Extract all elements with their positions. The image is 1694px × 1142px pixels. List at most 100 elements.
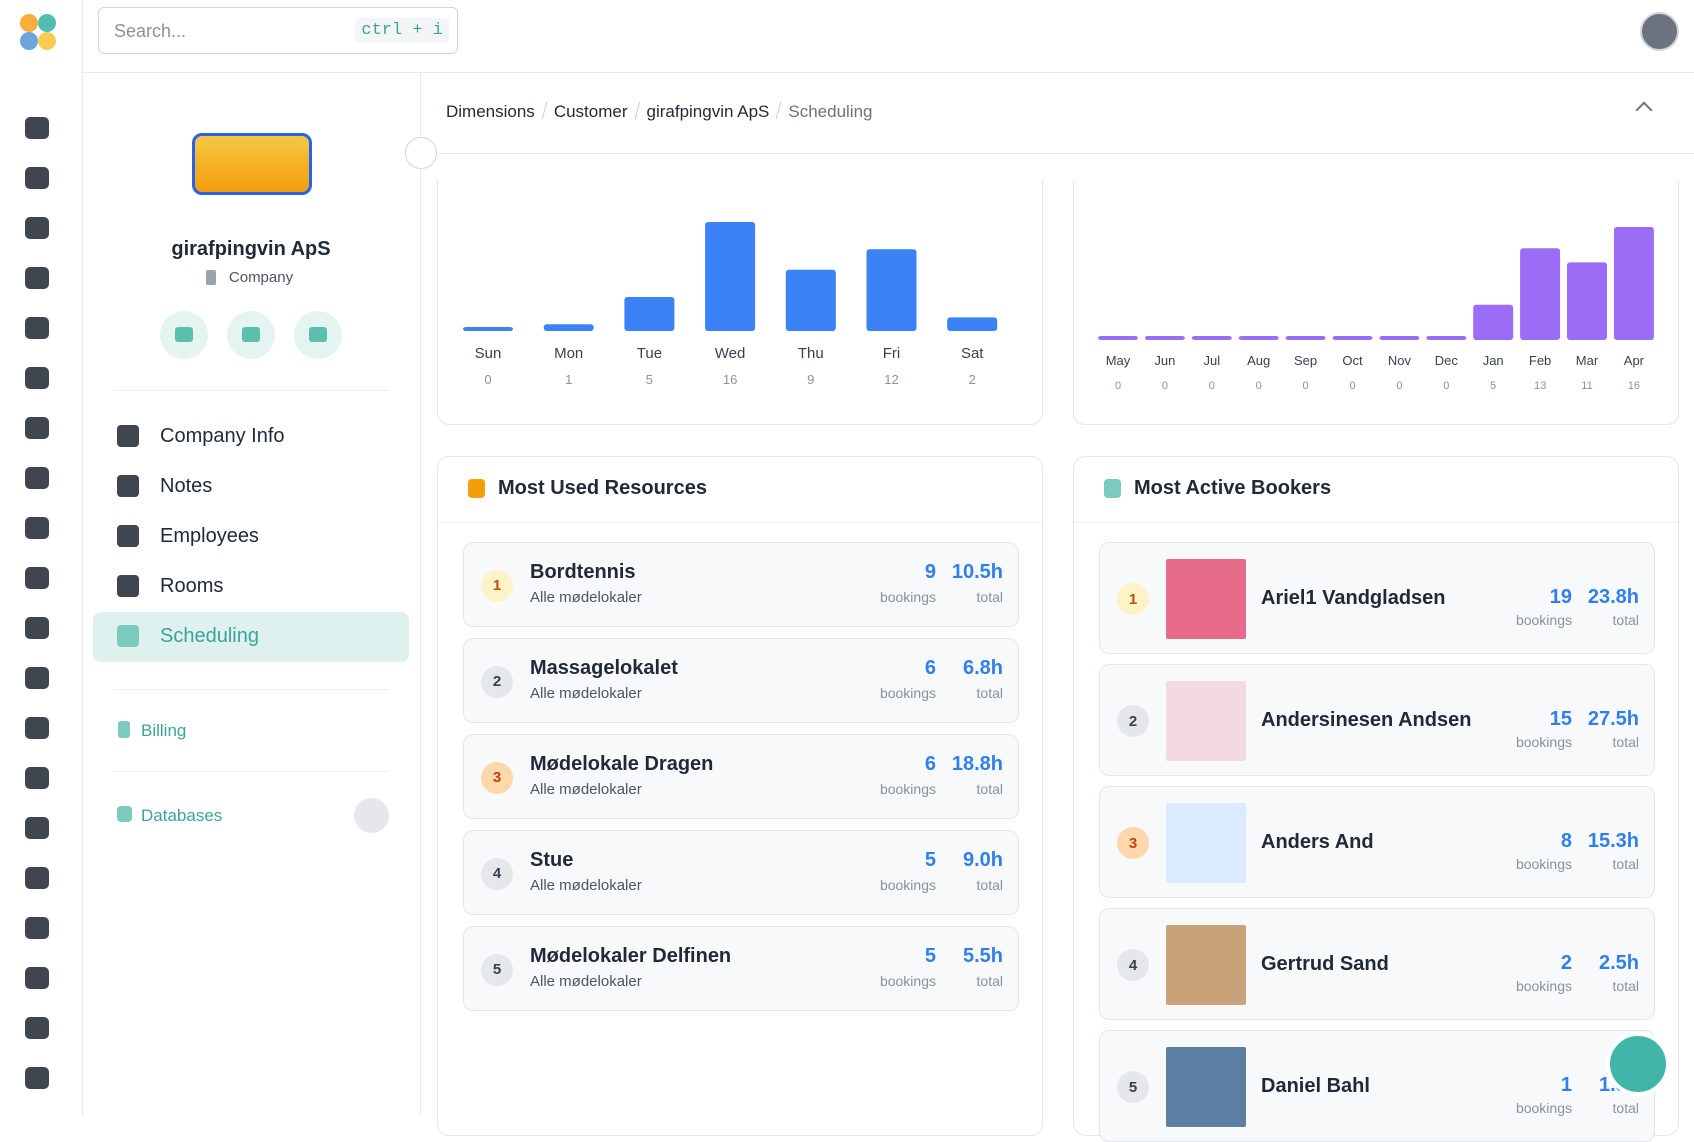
nav-icon[interactable] [25,567,49,589]
x-label: Thu [798,345,824,362]
search-box[interactable]: Search... ctrl + i [98,7,458,54]
booker-name: Gertrud Sand [1261,953,1389,975]
bookings-count: 15 [1549,708,1572,730]
nav-icon[interactable] [25,267,49,289]
value-label: 0 [1396,380,1402,392]
value-label: 5 [1490,380,1496,392]
bar [1473,304,1514,340]
contact-button[interactable] [227,311,275,359]
total-hours: 18.8h [951,753,1003,775]
nav-icon[interactable] [25,117,49,139]
total-label: total [976,781,1003,797]
list-item[interactable]: 1 Ariel1 Vandgladsen 19 23.8h bookings total [1099,542,1655,654]
menu-icon [117,625,139,647]
list-card: Most Used Resources 1 Bordtennis Alle mødel… [437,456,1043,1136]
chat-button[interactable] [1606,1032,1670,1096]
company-name: girafpingvin ApS [171,238,331,260]
collapse-arrow[interactable] [1635,101,1653,119]
databases-link[interactable]: Databases [141,806,223,825]
total-hours: 5.5h [962,945,1003,967]
nav-icon[interactable] [25,367,49,389]
resource-location: Alle mødelokaler [530,589,642,606]
chart: May 0 Jun 0 Jul 0 Aug 0 Sep 0 Oct 0 Nov 0 Dec 0 Jan 5 Feb 1… [1098,227,1654,392]
logo-piece [20,14,38,32]
list-item[interactable]: 4 Gertrud Sand 2 2.5h bookings total [1099,908,1655,1020]
list-item[interactable]: 3 Mødelokale Dragen Alle mødelokaler 6 18.8h… [463,734,1019,819]
bookings-count: 2 [1560,952,1572,974]
billing-link[interactable]: Billing [141,721,187,740]
nav-icon[interactable] [25,217,49,239]
menu-item[interactable]: Company Info [160,425,285,447]
total-label: total [976,589,1003,605]
company-type-icon [206,270,216,285]
total-hours: 10.5h [951,561,1003,583]
bar [1613,227,1654,340]
nav-icon[interactable] [25,667,49,689]
value-label: 0 [1349,380,1355,392]
list-item[interactable]: 3 Anders And 8 15.3h bookings total [1099,786,1655,898]
list-item[interactable]: 2 Massagelokalet Alle mødelokaler 6 6.8h book… [463,638,1019,723]
nav-icon[interactable] [25,617,49,639]
nav-icon[interactable] [25,967,49,989]
x-label: Dec [1435,353,1459,368]
total-label: total [1612,734,1639,750]
menu-item[interactable]: Employees [160,525,259,547]
avatar [1166,925,1246,1005]
breadcrumb-sep [541,102,548,119]
menu-item[interactable]: Rooms [160,575,224,597]
user-avatar[interactable] [1640,12,1679,51]
x-label: Aug [1247,353,1270,368]
nav-icon[interactable] [25,917,49,939]
nav-icon[interactable] [25,767,49,789]
company-type: Company [228,269,294,286]
nav-icon[interactable] [25,167,49,189]
x-label: Nov [1388,353,1412,368]
divider [113,689,389,690]
breadcrumb-sep [634,102,640,119]
nav-icon[interactable] [25,1067,49,1089]
bookings-label: bookings [1515,978,1572,994]
x-label: Oct [1342,353,1363,368]
add-button[interactable] [354,798,389,833]
rank-badge: 1 [1117,583,1149,615]
menu-item[interactable]: Notes [160,475,213,497]
value-label: 12 [884,372,898,387]
nav-icon[interactable] [25,717,49,739]
total-hours: 9.0h [962,849,1003,871]
contact-button[interactable] [294,311,342,359]
collapse-button[interactable] [405,137,437,169]
x-label: Wed [715,345,746,362]
value-label: 2 [969,372,976,387]
nav-icon[interactable] [25,517,49,539]
bar [866,249,917,331]
x-label: Sep [1294,353,1317,368]
contact-button[interactable] [160,311,208,359]
breadcrumb-item[interactable]: Dimensions [446,102,535,121]
nav-icon[interactable] [25,467,49,489]
billing-icon [118,721,130,738]
nav-icon[interactable] [25,817,49,839]
nav-icon[interactable] [25,1017,49,1039]
nav-icon[interactable] [25,417,49,439]
list-item[interactable]: 1 Bordtennis Alle mødelokaler 9 10.5h booking… [463,542,1019,627]
list-item[interactable]: 2 Andersinesen Andsen 15 27.5h bookings total [1099,664,1655,776]
bookings-label: bookings [1515,612,1572,628]
menu-icon [117,425,139,447]
menu-item[interactable]: Scheduling [160,625,259,647]
list-item[interactable]: 4 Stue Alle mødelokaler 5 9.0h bookings total [463,830,1019,915]
bar [1191,336,1232,340]
value-label: 0 [1162,380,1168,392]
list-item[interactable]: 5 Mødelokaler Delfinen Alle mødelokaler 5 5.… [463,926,1019,1011]
x-label: Fri [883,345,901,362]
booker-name: Anders And [1261,831,1374,853]
nav-icon[interactable] [25,317,49,339]
logo-piece [20,32,38,50]
breadcrumb-item[interactable]: girafpingvin ApS [646,102,770,121]
bar [1285,336,1326,340]
breadcrumb-item[interactable]: Customer [553,102,628,121]
bar [1144,336,1185,340]
bookings-count: 5 [924,849,936,871]
menu-icon [117,575,139,597]
nav-icon[interactable] [25,867,49,889]
